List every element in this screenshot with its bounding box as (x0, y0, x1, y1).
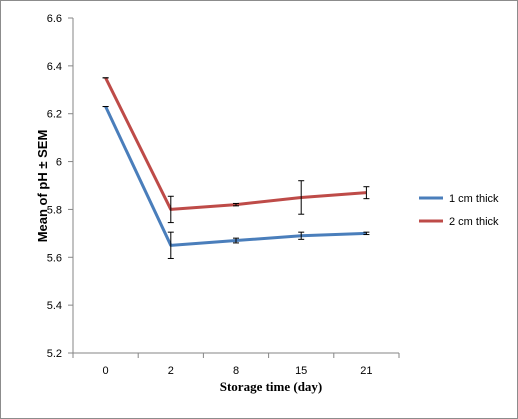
tick-labels: 5.2 5.4 5.6 5.8 6 6.2 6.4 6.6 0 2 8 15 21 (47, 13, 373, 377)
error-bar (298, 231, 305, 240)
legend-label: 1 cm thick (449, 193, 499, 205)
error-bar (363, 186, 370, 200)
x-tick-label: 15 (295, 365, 307, 377)
legend: 1 cm thick 2 cm thick (419, 193, 499, 228)
y-tick-label: 6.4 (47, 61, 62, 73)
error-bar (298, 180, 305, 215)
y-tick-label: 5.6 (47, 252, 62, 264)
axes (68, 17, 400, 358)
y-tick-label: 5.8 (47, 204, 62, 216)
y-tick-label: 6 (56, 157, 62, 169)
legend-label: 2 cm thick (449, 216, 499, 228)
y-axis-title: Mean of pH ± SEM (35, 130, 50, 243)
x-tick-label: 8 (233, 365, 239, 377)
error-bar (233, 202, 239, 207)
legend-item: 2 cm thick (419, 216, 499, 228)
error-bar (167, 231, 174, 259)
x-tick-label: 2 (168, 365, 174, 377)
x-tick-label: 0 (103, 365, 109, 377)
x-tick-label: 21 (360, 365, 372, 377)
plot-area (102, 77, 370, 259)
error-bar (363, 231, 370, 236)
error-bar (167, 195, 174, 224)
legend-item: 1 cm thick (419, 193, 499, 205)
x-axis-title: Storage time (day) (220, 379, 323, 394)
series-line-1 (104, 105, 367, 247)
y-tick-label: 5.2 (47, 348, 62, 360)
y-tick-label: 6.6 (47, 13, 62, 25)
error-bar (233, 237, 239, 244)
y-tick-label: 6.2 (47, 109, 62, 121)
y-tick-label: 5.4 (47, 300, 62, 312)
